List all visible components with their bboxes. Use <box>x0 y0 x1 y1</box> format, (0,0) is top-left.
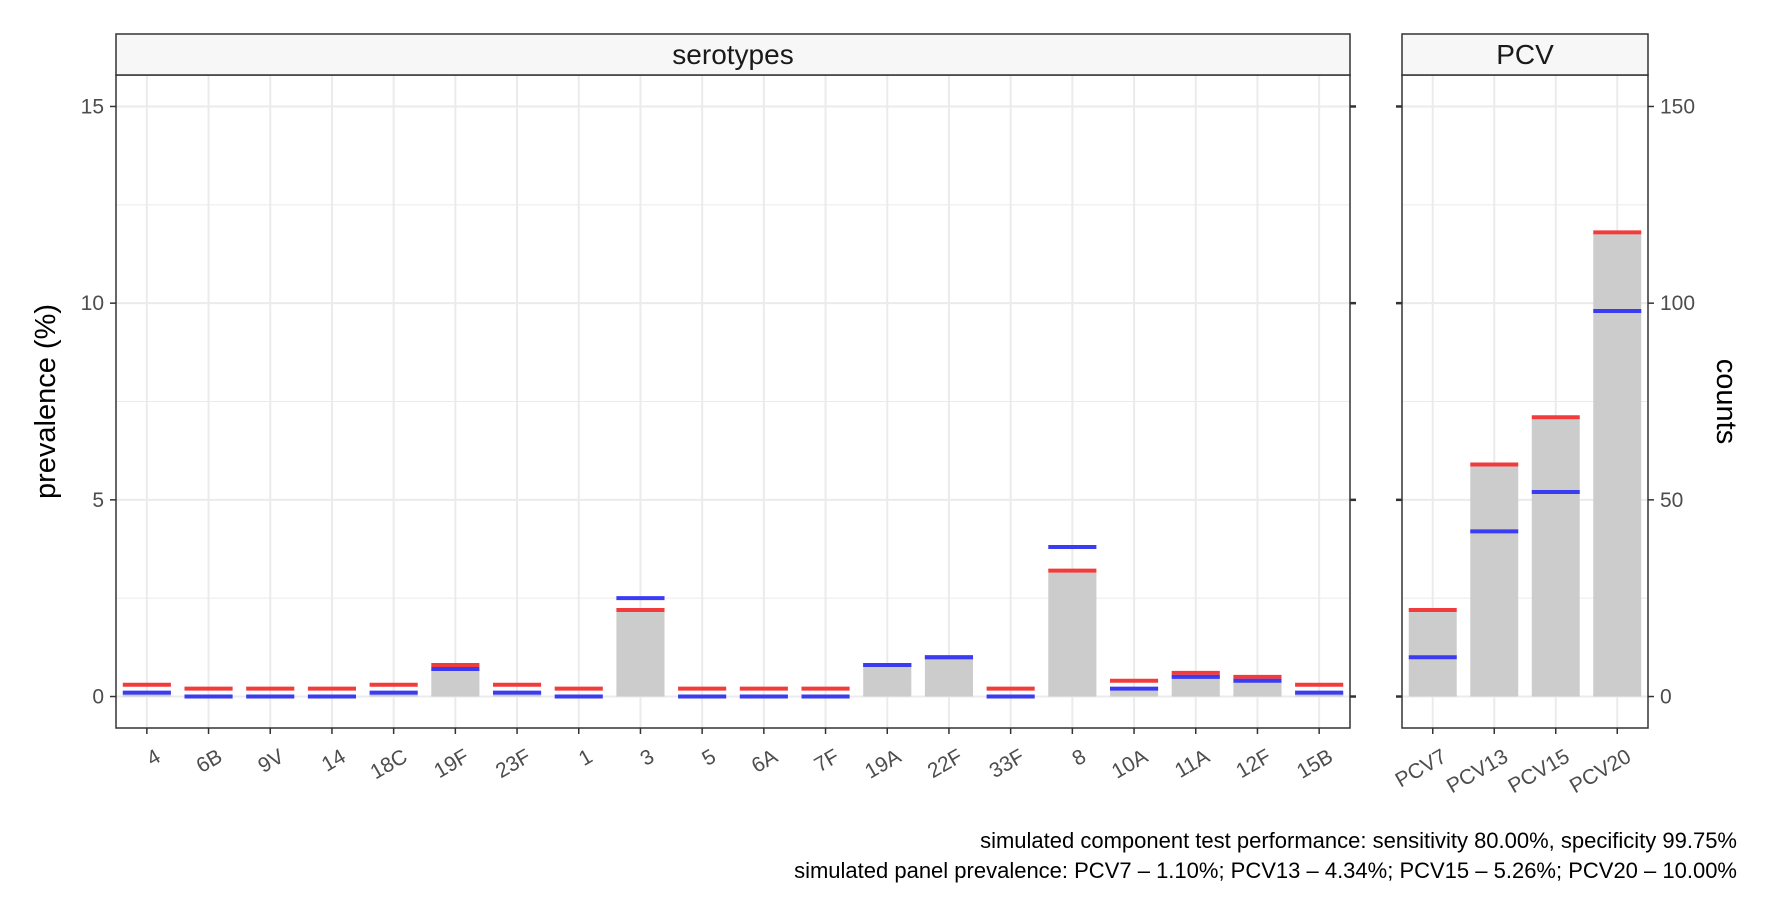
panel-strip <box>1401 33 1649 76</box>
bar <box>616 611 665 697</box>
panel-title: PCV <box>1496 39 1554 70</box>
x-tick-label: 9V <box>254 745 288 778</box>
x-tick-label: 14 <box>318 745 350 777</box>
bar <box>863 665 912 697</box>
x-tick-label: 5 <box>698 745 720 771</box>
x-tick-label: 15B <box>1293 745 1337 784</box>
secondary-y-tick-label: 0 <box>1660 686 1672 709</box>
panel-strip <box>115 33 1351 76</box>
y-tick-label: 15 <box>81 95 104 118</box>
x-tick-label: 23F <box>492 745 535 783</box>
bar <box>1470 466 1519 697</box>
bar <box>431 668 480 697</box>
x-tick-label: 10A <box>1108 745 1152 784</box>
x-tick-label: PCV7 <box>1391 745 1450 792</box>
x-tick-label: 19A <box>861 745 905 784</box>
x-tick-label: 18C <box>366 745 411 784</box>
bar <box>1593 234 1642 697</box>
x-tick-label: 7F <box>811 745 844 777</box>
x-tick-label: 3 <box>637 745 659 771</box>
x-tick-label: 12F <box>1232 745 1275 783</box>
x-tick-label: 33F <box>986 745 1029 783</box>
x-tick-label: 6B <box>193 745 227 778</box>
bar <box>1171 674 1220 697</box>
x-tick-label: 4 <box>143 745 165 771</box>
y-axis-title: prevalence (%) <box>30 304 62 499</box>
x-tick-label: 19F <box>430 745 473 783</box>
panel-title: serotypes <box>672 39 793 70</box>
secondary-y-tick-label: 150 <box>1660 95 1695 118</box>
bar <box>1233 680 1282 697</box>
x-tick-label: PCV13 <box>1443 745 1512 798</box>
x-tick-label: 6A <box>748 745 782 778</box>
secondary-y-tick-label: 100 <box>1660 292 1695 315</box>
bar <box>1048 572 1097 697</box>
bar <box>1109 688 1159 697</box>
x-tick-label: 22F <box>924 745 967 783</box>
caption-line-1: simulated component test performance: se… <box>980 828 1737 853</box>
x-tick-label: PCV15 <box>1504 745 1573 798</box>
y-tick-label: 10 <box>81 292 104 315</box>
secondary-y-tick-label: 50 <box>1660 489 1683 512</box>
x-tick-label: 11A <box>1171 745 1214 783</box>
x-tick-label: 8 <box>1068 745 1090 771</box>
y-tick-label: 0 <box>92 686 104 709</box>
secondary-y-axis-title: counts <box>1710 359 1742 444</box>
x-tick-label: PCV20 <box>1566 745 1635 798</box>
bar <box>924 657 974 697</box>
bar <box>1531 419 1580 697</box>
x-tick-label: 1 <box>575 745 597 771</box>
y-tick-label: 5 <box>92 489 104 512</box>
caption-line-2: simulated panel prevalence: PCV7 – 1.10%… <box>794 858 1737 883</box>
bar <box>1408 611 1457 697</box>
